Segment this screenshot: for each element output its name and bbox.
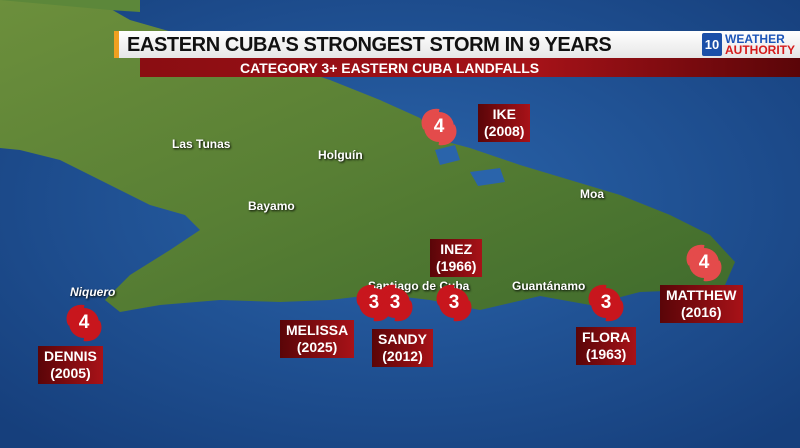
storm-name: IKE: [492, 106, 516, 122]
hurricane-icon-flora: 3: [585, 282, 627, 324]
hurricane-icon-sandy: 3: [374, 282, 416, 324]
hurricane-icon-ike: 4: [418, 106, 460, 148]
category: 3: [368, 292, 380, 313]
logo-line1: WEATHER: [725, 31, 785, 46]
storm-label-dennis: DENNIS (2005): [38, 346, 103, 384]
category: 3: [448, 292, 460, 313]
nipe-bay: [470, 168, 505, 186]
storm-year: (2012): [382, 348, 423, 364]
title-banner: EASTERN CUBA'S STRONGEST STORM IN 9 YEAR…: [114, 31, 800, 58]
storm-name: INEZ: [440, 241, 473, 257]
storm-label-melissa: MELISSA (2025): [280, 320, 355, 358]
hurricane-icon-dennis: 4: [63, 302, 105, 344]
storm-name: SANDY: [378, 331, 428, 347]
storm-name: FLORA: [582, 329, 631, 345]
category: 4: [433, 116, 445, 137]
local10-logo-icon: 10: [702, 33, 722, 56]
city-las-tunas: Las Tunas: [172, 137, 231, 151]
storm-label-flora: FLORA (1963): [576, 327, 637, 365]
hurricane-icon-inez: 3: [433, 282, 475, 324]
subtitle-banner: CATEGORY 3+ EASTERN CUBA LANDFALLS: [140, 58, 800, 77]
category: 3: [600, 292, 612, 313]
weather-authority-logo: 10 WEATHER AUTHORITY: [702, 33, 795, 56]
city-niquero: Niquero: [70, 285, 116, 299]
headline: EASTERN CUBA'S STRONGEST STORM IN 9 YEAR…: [127, 34, 612, 56]
cuba-land: [0, 0, 735, 312]
storm-year: (1963): [585, 346, 627, 362]
storm-label-matthew: MATTHEW (2016): [660, 285, 743, 323]
storm-label-ike: IKE (2008): [478, 104, 531, 142]
category: 3: [389, 292, 401, 313]
city-guantanamo: Guantánamo: [512, 279, 586, 293]
cuba-west-land: [0, 0, 140, 12]
hurricane-icon-matthew: 4: [683, 242, 725, 284]
city-holguin: Holguín: [318, 148, 363, 162]
storm-name: MELISSA: [286, 322, 349, 338]
storm-label-inez: INEZ (1966): [430, 239, 483, 277]
logo-line2: AUTHORITY: [725, 42, 795, 57]
storm-label-sandy: SANDY (2012): [372, 329, 434, 367]
storm-name: DENNIS: [44, 348, 97, 364]
city-moa: Moa: [580, 187, 604, 201]
storm-name: MATTHEW: [666, 287, 737, 303]
category: 4: [78, 312, 90, 333]
storm-year: (2008): [484, 123, 525, 139]
category: 4: [698, 252, 710, 273]
gibara-bay: [435, 145, 460, 165]
subtitle: CATEGORY 3+ EASTERN CUBA LANDFALLS: [240, 60, 540, 76]
storm-year: (2016): [681, 304, 722, 320]
storm-year: (2005): [50, 365, 91, 381]
storm-year: (1966): [436, 258, 477, 274]
storm-year: (2025): [296, 339, 338, 355]
city-bayamo: Bayamo: [248, 199, 295, 213]
